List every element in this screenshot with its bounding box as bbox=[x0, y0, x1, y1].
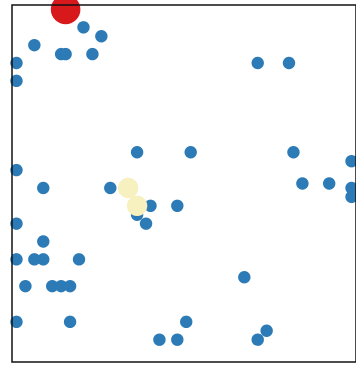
scatter-point-0-4 bbox=[59, 47, 72, 61]
scatter-point-0-12 bbox=[282, 56, 296, 70]
scatter-point-2-0 bbox=[50, 0, 81, 25]
scatter-point-1-0 bbox=[117, 177, 139, 199]
scatter-point-0-32 bbox=[19, 279, 32, 293]
scatter-point-0-8 bbox=[10, 163, 23, 177]
scatter-point-0-22 bbox=[144, 199, 157, 213]
scatter-point-0-17 bbox=[345, 154, 356, 168]
scatter-point-0-13 bbox=[251, 56, 264, 70]
scatter-point-0-10 bbox=[130, 146, 144, 159]
scatter-point-0-29 bbox=[28, 253, 41, 266]
scatter-marks bbox=[10, 0, 356, 346]
scatter-point-0-31 bbox=[72, 253, 86, 266]
scatter-point-0-14 bbox=[287, 146, 300, 159]
scatter-point-0-7 bbox=[95, 30, 108, 43]
scatter-point-0-37 bbox=[63, 315, 77, 329]
scatter-point-0-16 bbox=[322, 177, 336, 190]
scatter-point-0-25 bbox=[171, 199, 184, 213]
scatter-point-0-6 bbox=[86, 47, 99, 61]
scatter-point-0-39 bbox=[180, 315, 193, 329]
scatter-point-0-42 bbox=[153, 333, 166, 346]
scatter-point-0-2 bbox=[28, 38, 41, 52]
scatter-point-0-28 bbox=[10, 253, 23, 266]
plot-frame bbox=[11, 4, 356, 363]
scatter-point-0-40 bbox=[260, 324, 273, 337]
scatter-point-0-1 bbox=[10, 74, 23, 88]
scatter-point-0-34 bbox=[54, 279, 68, 293]
scatter-point-0-26 bbox=[10, 217, 23, 230]
scatter-point-0-19 bbox=[345, 190, 356, 204]
scatter-point-0-43 bbox=[171, 333, 184, 346]
scatter-point-0-41 bbox=[251, 333, 264, 346]
scatter-point-1-1 bbox=[126, 195, 148, 217]
scatter-point-0-30 bbox=[37, 253, 50, 266]
scatter-point-0-9 bbox=[37, 181, 50, 195]
scatter-point-0-33 bbox=[46, 279, 59, 293]
scatter-point-0-20 bbox=[104, 181, 117, 195]
scatter-point-0-35 bbox=[63, 279, 77, 293]
scatter-point-0-11 bbox=[184, 146, 197, 159]
scatter-point-0-38 bbox=[238, 271, 251, 284]
scatter-point-0-5 bbox=[77, 21, 90, 34]
scatter-point-0-27 bbox=[37, 235, 50, 248]
scatter-point-0-0 bbox=[10, 56, 23, 70]
scatter-point-0-15 bbox=[296, 177, 309, 190]
scatter-point-0-24 bbox=[139, 217, 153, 230]
scatter-point-0-36 bbox=[10, 315, 23, 329]
